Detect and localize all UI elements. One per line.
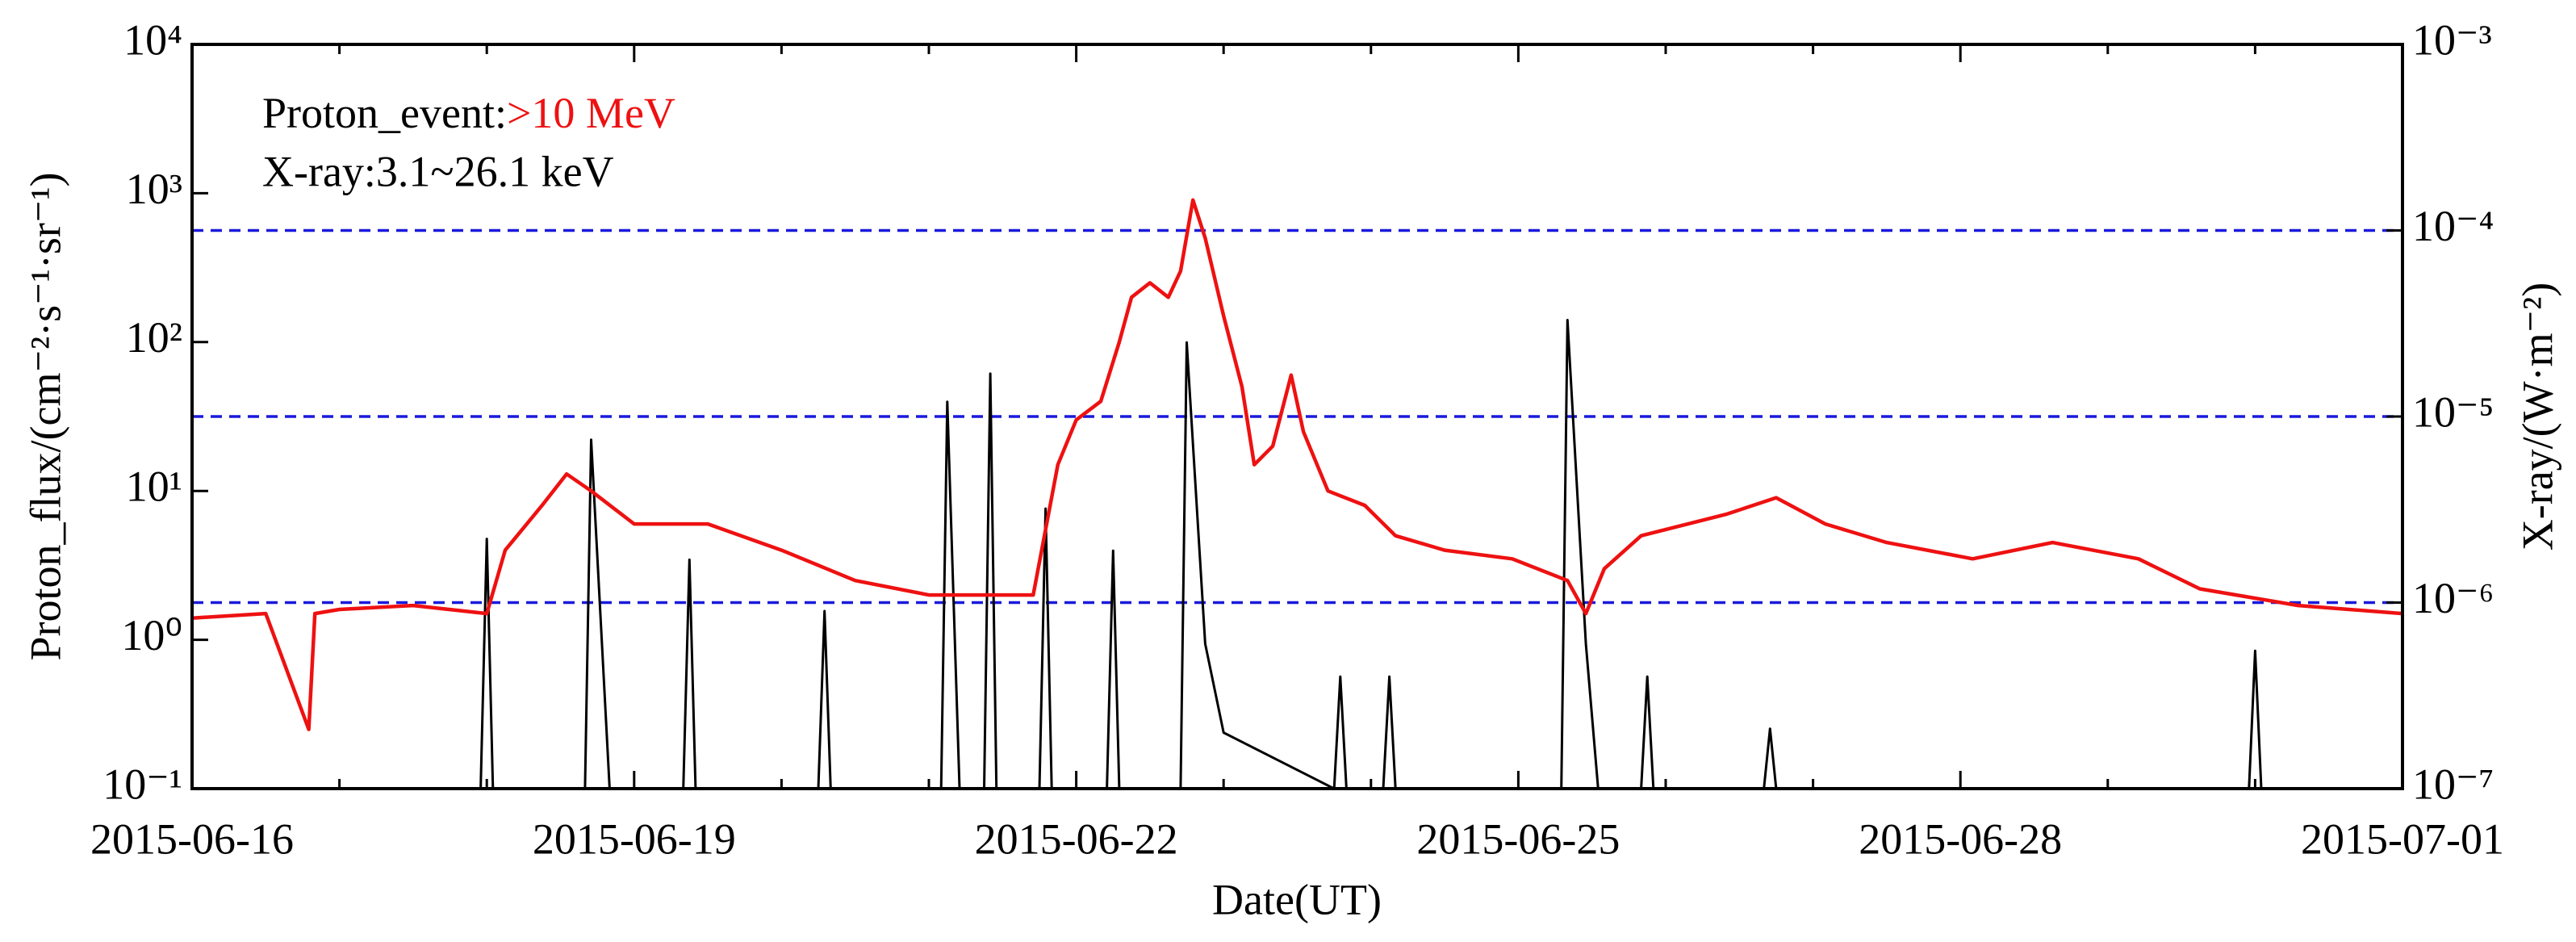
y2-tick-label: 10⁻³: [2412, 15, 2492, 64]
y2-tick-label: 10⁻⁵: [2412, 387, 2494, 436]
annotation-text: Proton_event:: [262, 89, 507, 137]
series-line: [192, 319, 2402, 789]
y2-tick-label: 10⁻⁶: [2412, 574, 2494, 622]
annotation: Proton_event:>10 MeV: [262, 89, 675, 137]
x-axis-label: Date(UT): [1212, 875, 1382, 923]
x-tick-label: 2015-06-28: [1859, 814, 2062, 863]
y2-tick-label: 10⁻⁴: [2412, 202, 2494, 250]
x-tick-label: 2015-06-19: [533, 814, 736, 863]
y-tick-label: 10¹: [126, 463, 182, 511]
y-tick-label: 10⁰: [121, 611, 182, 659]
x-tick-label: 2015-06-16: [90, 814, 294, 863]
annotation-highlight: >10 MeV: [507, 89, 675, 137]
y-tick-label: 10²: [126, 313, 182, 362]
x-tick-label: 2015-07-01: [2301, 814, 2504, 863]
y-tick-label: 10⁻¹: [102, 760, 182, 808]
annotation: X-ray:3.1~26.1 keV: [262, 147, 614, 195]
series-line: [192, 198, 2402, 731]
y-tick-label: 10⁴: [123, 15, 182, 64]
x-tick-label: 2015-06-22: [975, 814, 1178, 863]
y2-axis-label: X-ray/(W·m⁻²): [2513, 283, 2561, 551]
y2-tick-label: 10⁻⁷: [2412, 760, 2494, 808]
x-tick-label: 2015-06-25: [1416, 814, 1620, 863]
y-axis-label: Proton_flux/(cm⁻²·s⁻¹·sr⁻¹): [21, 173, 69, 661]
y-tick-label: 10³: [126, 165, 182, 213]
